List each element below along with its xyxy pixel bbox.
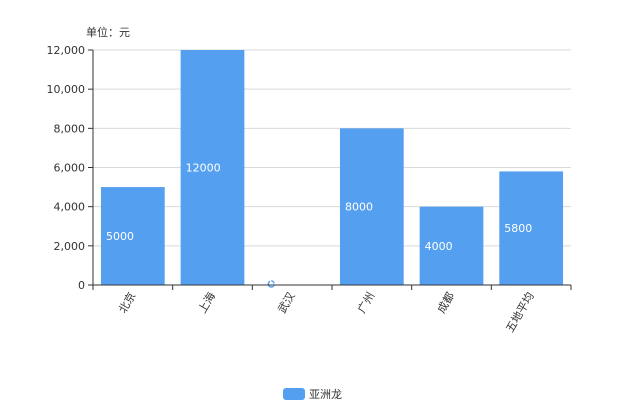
y-tick-label: 6,000 — [54, 162, 86, 175]
bar-4[interactable] — [419, 206, 484, 285]
y-axis-ticks: 0 2,000 4,000 6,000 8,000 10,000 12,000 — [47, 44, 93, 292]
y-tick-label: 10,000 — [47, 83, 86, 96]
legend-label-asia-dragon[interactable]: 亚洲龙 — [309, 388, 342, 401]
data-label-5: 5800 — [504, 222, 532, 235]
data-label-0: 5000 — [106, 230, 134, 243]
bar-1[interactable] — [180, 50, 245, 285]
data-label-2: 0 — [269, 276, 276, 289]
bar-3[interactable] — [339, 128, 404, 285]
bar-5[interactable] — [499, 171, 564, 285]
legend-swatch-asia-dragon[interactable] — [283, 388, 305, 400]
x-tick-label: 武汉 — [276, 290, 298, 316]
y-tick-label: 2,000 — [54, 240, 86, 253]
x-tick-label: 北京 — [115, 290, 138, 316]
x-tick-label: 五地平均 — [504, 290, 537, 335]
y-tick-label: 4,000 — [54, 201, 86, 214]
y-tick-label: 0 — [78, 279, 85, 292]
x-tick-label: 上海 — [195, 290, 218, 316]
x-axis-ticks: 北京 上海 武汉 广州 成都 五地平均 — [92, 285, 572, 335]
x-tick-label: 广州 — [355, 290, 377, 316]
bars: 5000 12000 0 8000 4000 5800 — [100, 50, 564, 289]
y-tick-label: 8,000 — [54, 122, 86, 135]
data-label-3: 8000 — [345, 201, 373, 214]
x-tick-label: 成都 — [435, 290, 457, 316]
gridlines — [93, 49, 571, 247]
bar-0[interactable] — [100, 187, 165, 285]
unit-label: 单位：元 — [86, 25, 130, 39]
y-tick-label: 12,000 — [47, 44, 86, 57]
legend[interactable]: 亚洲龙 — [283, 388, 342, 401]
data-label-4: 4000 — [425, 240, 453, 253]
data-label-1: 12000 — [186, 162, 221, 175]
